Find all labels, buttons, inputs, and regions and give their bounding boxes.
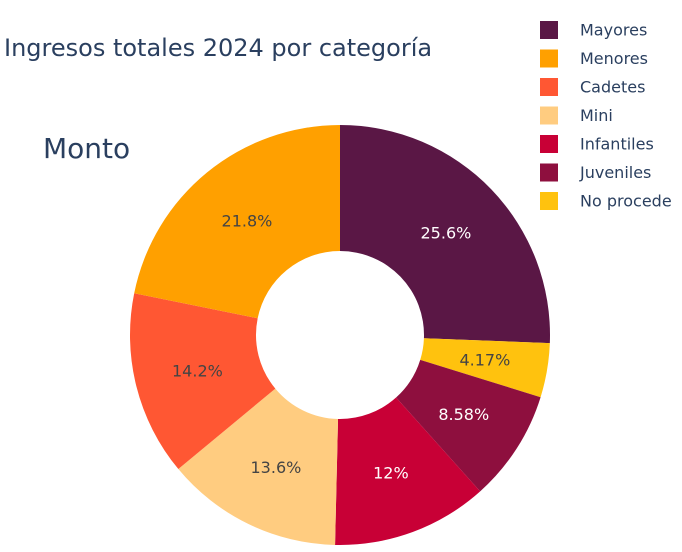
slice-no-procede[interactable] — [420, 338, 550, 398]
legend-swatch — [540, 49, 558, 68]
legend-label: Infantiles — [580, 135, 654, 154]
slice-label-no-procede: 4.17% — [459, 350, 510, 369]
slice-label-cadetes: 14.2% — [172, 361, 223, 380]
slice-label-infantiles: 12% — [373, 463, 409, 482]
slice-mini[interactable] — [178, 388, 339, 545]
legend-swatch — [540, 78, 558, 96]
slice-mayores[interactable] — [340, 125, 550, 344]
legend-item-cadetes[interactable]: Cadetes — [540, 78, 645, 97]
slice-juveniles[interactable] — [396, 359, 541, 492]
legend-label: Menores — [580, 49, 648, 68]
legend-swatch — [540, 192, 558, 210]
slice-menores[interactable] — [134, 125, 340, 319]
slice-label-mayores: 25.6% — [421, 224, 472, 243]
legend-item-no-procede[interactable]: No procede — [540, 192, 672, 211]
legend-label: Cadetes — [580, 78, 645, 97]
slice-infantiles[interactable] — [335, 397, 481, 545]
legend-item-juveniles[interactable]: Juveniles — [540, 163, 651, 182]
legend-swatch — [540, 106, 558, 125]
legend-item-menores[interactable]: Menores — [540, 49, 648, 68]
legend: Mayores Menores Cadetes Mini Infantiles Juven… — [540, 21, 672, 211]
slice-cadetes[interactable] — [130, 293, 276, 470]
legend-label: Mayores — [580, 21, 647, 40]
legend-swatch — [540, 163, 558, 182]
legend-item-mayores[interactable]: Mayores — [540, 21, 647, 40]
chart-subtitle: Monto — [43, 132, 130, 165]
slice-label-juveniles: 8.58% — [438, 405, 489, 424]
legend-swatch — [540, 135, 558, 153]
chart-title: Ingresos totales 2024 por categoría — [4, 34, 432, 62]
legend-item-mini[interactable]: Mini — [540, 106, 613, 125]
slice-label-menores: 21.8% — [222, 212, 273, 231]
slice-labels: 25.6% 4.17% 8.58% 12% 13.6% 14.2% 21.8% — [172, 212, 510, 483]
legend-label: Mini — [580, 106, 613, 125]
slice-label-mini: 13.6% — [251, 458, 302, 477]
legend-label: No procede — [580, 192, 672, 211]
legend-swatch — [540, 21, 558, 39]
donut-slices — [130, 125, 550, 545]
legend-item-infantiles[interactable]: Infantiles — [540, 135, 654, 154]
legend-label: Juveniles — [579, 163, 651, 182]
